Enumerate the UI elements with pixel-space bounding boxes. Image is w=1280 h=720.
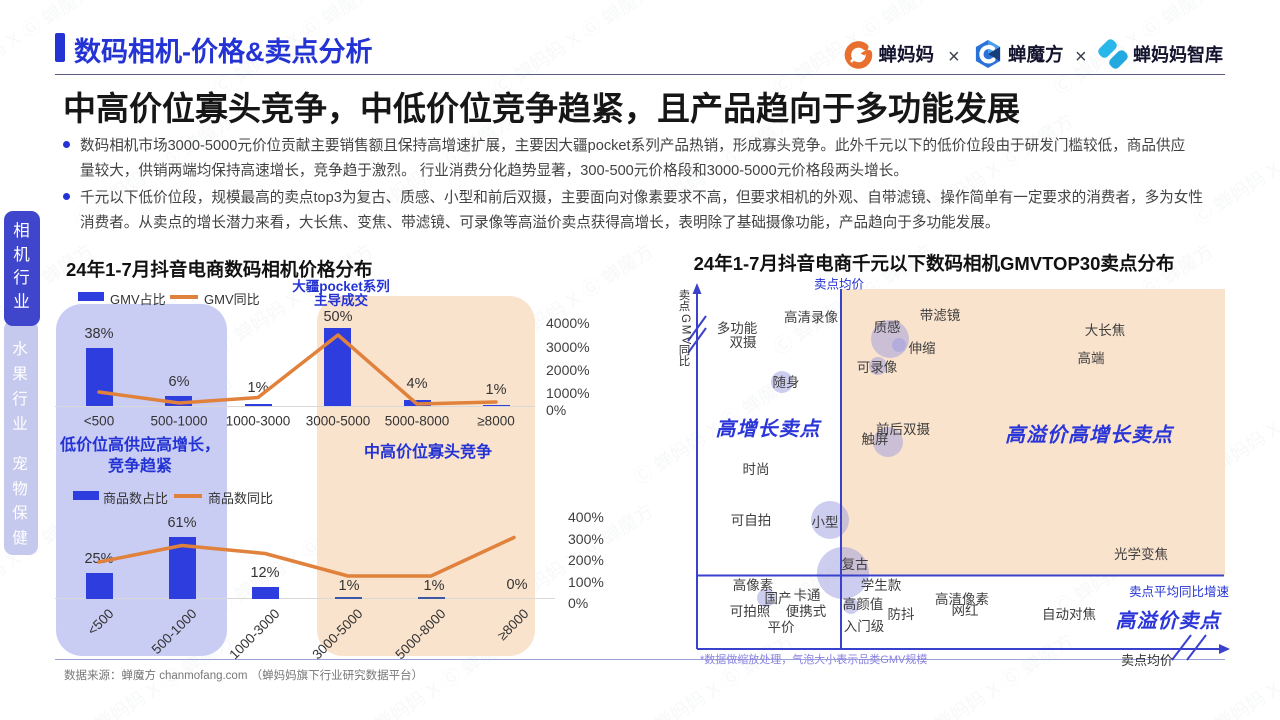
svg-text:蝉魔方: 蝉魔方	[1008, 44, 1064, 65]
svg-text:×: ×	[1075, 46, 1087, 68]
svg-text:×: ×	[948, 46, 960, 68]
svg-text:蝉妈妈: 蝉妈妈	[879, 44, 935, 65]
svg-text:蝉妈妈智库: 蝉妈妈智库	[1133, 44, 1223, 65]
